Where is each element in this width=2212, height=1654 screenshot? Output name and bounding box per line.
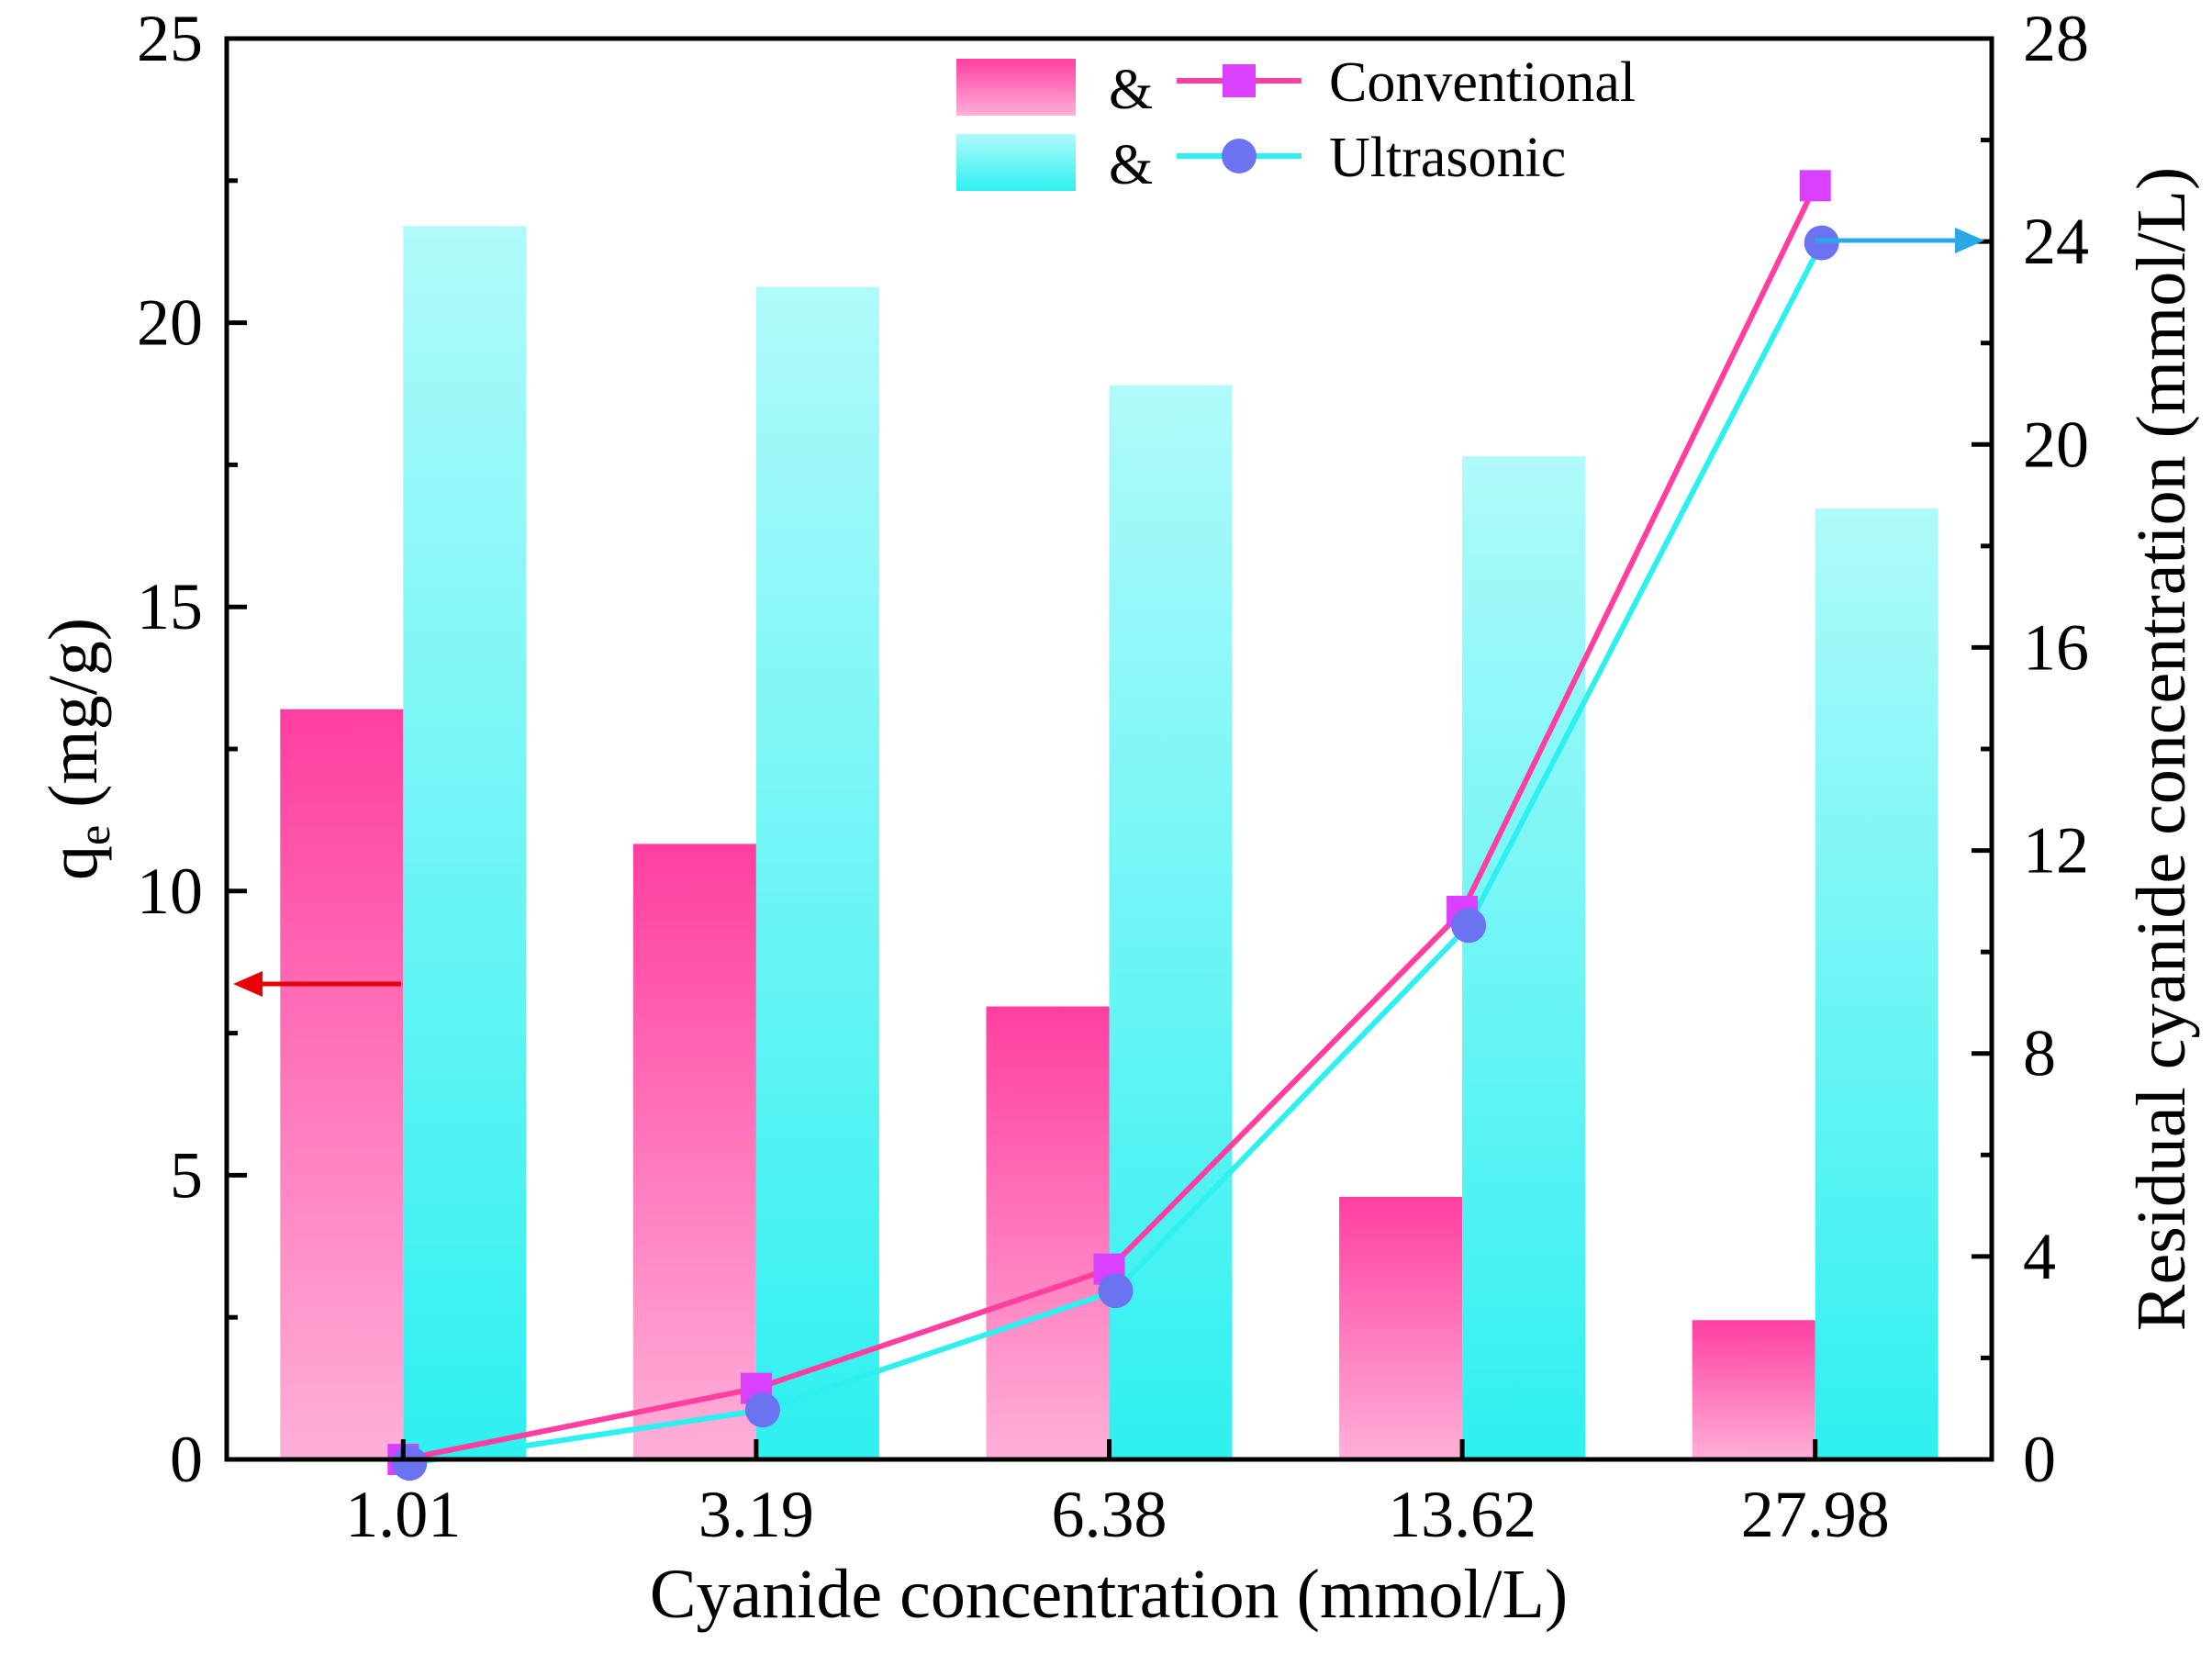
x-tick-label-1.01: 1.01 — [345, 1478, 461, 1551]
y2-tick-label-20: 20 — [2023, 408, 2089, 481]
y-tick-label-25: 25 — [137, 2, 203, 75]
legend-amp-2: & — [1109, 134, 1153, 196]
bar-ultrasonic-3 — [1462, 456, 1586, 1459]
bar-conventional-1 — [632, 844, 756, 1459]
y2-axis-title: Residual cyanide concentration (mmol/L) — [2123, 167, 2200, 1331]
marker-ultrasonic-2 — [1098, 1273, 1134, 1309]
x-tick-label-6.38: 6.38 — [1052, 1478, 1167, 1551]
y2-tick-label-16: 16 — [2023, 610, 2089, 684]
y2-tick-label-28: 28 — [2023, 2, 2089, 75]
right-axis-arrow — [1815, 228, 1984, 253]
y-tick-label-0: 0 — [170, 1423, 203, 1496]
marker-ultrasonic-0 — [392, 1446, 428, 1481]
ticks-layer — [227, 36, 1992, 1462]
legend-swatch-conventional-bar — [956, 59, 1076, 116]
bar-conventional-4 — [1692, 1320, 1815, 1459]
legend-swatch-ultrasonic-bar — [956, 134, 1076, 191]
bar-conventional-2 — [986, 1006, 1110, 1459]
bar-ultrasonic-0 — [403, 226, 527, 1460]
y2-tick-label-12: 12 — [2023, 814, 2089, 888]
y-axis-title-unit: (mg/g) — [35, 618, 112, 825]
y2-tick-label-0: 0 — [2023, 1423, 2056, 1496]
y-tick-label-5: 5 — [170, 1138, 203, 1212]
marker-conventional-4 — [1799, 170, 1831, 202]
y-axis-title-sub: e — [68, 825, 119, 845]
bar-conventional-0 — [280, 709, 404, 1459]
y-tick-label-15: 15 — [137, 570, 203, 643]
legend-amp-1: & — [1109, 59, 1153, 121]
left-axis-arrow — [233, 971, 401, 997]
x-axis-title: Cyanide concentration (mmol/L) — [650, 1556, 1568, 1633]
bar-ultrasonic-2 — [1109, 385, 1233, 1459]
bar-conventional-3 — [1339, 1196, 1463, 1459]
bar-ultrasonic-1 — [755, 286, 879, 1460]
y2-tick-label-8: 8 — [2023, 1017, 2056, 1090]
legend-label-ultrasonic: Ultrasonic — [1329, 127, 1566, 189]
x-tick-label-13.62: 13.62 — [1388, 1478, 1536, 1551]
y2-tick-label-4: 4 — [2023, 1220, 2056, 1293]
marker-ultrasonic-1 — [744, 1392, 780, 1428]
x-tick-label-3.19: 3.19 — [698, 1478, 814, 1551]
marker-ultrasonic-3 — [1451, 908, 1487, 944]
marker-ultrasonic-4 — [1804, 225, 1839, 261]
bar-ultrasonic-4 — [1815, 508, 1938, 1460]
y-axis-title-main: q — [35, 845, 112, 880]
legend: & Conventional & Ultrasonic — [956, 51, 1636, 196]
bars-layer — [280, 226, 1938, 1460]
legend-label-conventional: Conventional — [1329, 51, 1636, 114]
lines-layer — [387, 170, 1839, 1481]
y2-tick-label-24: 24 — [2023, 205, 2089, 278]
y-axis-title: qe (mg/g) — [35, 618, 119, 880]
tick-labels-layer: 0 5 10 15 20 25 0 4 8 12 16 20 24 28 1.01 3.19 6.38 13.62… — [137, 2, 2089, 1551]
y-tick-label-20: 20 — [137, 286, 203, 360]
y-tick-label-10: 10 — [137, 855, 203, 928]
legend-marker-ultrasonic — [1222, 139, 1257, 173]
legend-marker-conventional — [1223, 64, 1256, 97]
x-tick-label-27.98: 27.98 — [1741, 1478, 1890, 1551]
